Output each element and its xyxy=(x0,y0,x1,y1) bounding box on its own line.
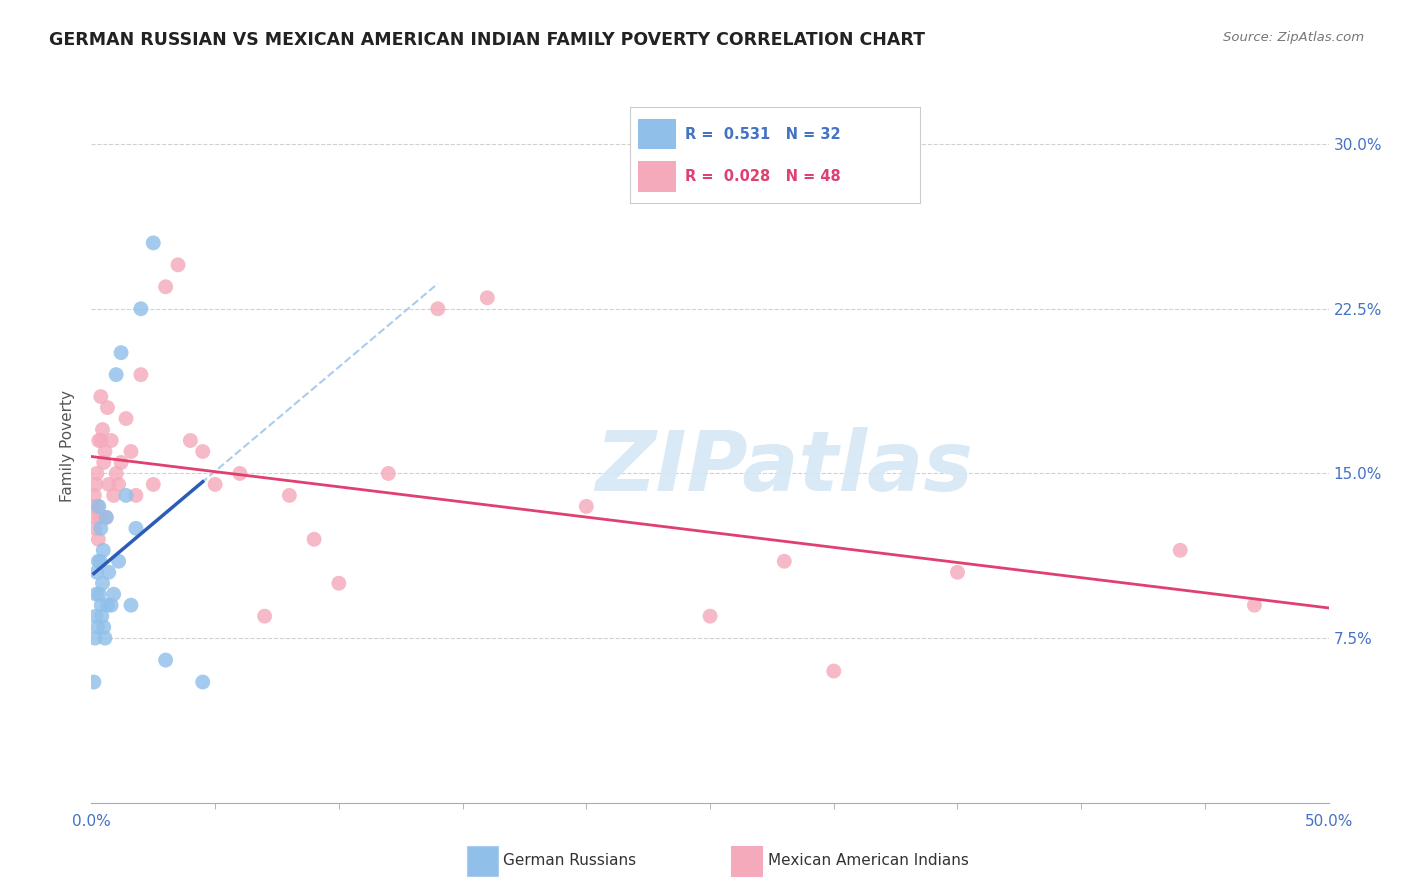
Point xyxy=(179,434,201,448)
Point xyxy=(91,576,114,591)
Point xyxy=(93,455,115,469)
Point xyxy=(302,533,325,547)
Point xyxy=(91,423,114,437)
Point xyxy=(129,301,152,316)
Point xyxy=(94,444,117,458)
Point xyxy=(120,598,142,612)
Y-axis label: Family Poverty: Family Poverty xyxy=(60,390,76,502)
Point xyxy=(84,521,107,535)
Point xyxy=(278,488,301,502)
Point xyxy=(91,543,114,558)
Point xyxy=(97,477,120,491)
Point xyxy=(1168,543,1191,558)
Point xyxy=(87,533,110,547)
Point xyxy=(89,554,111,568)
Point xyxy=(100,598,122,612)
Point xyxy=(105,368,128,382)
Point xyxy=(90,609,112,624)
Point xyxy=(84,631,107,645)
Point xyxy=(103,488,125,502)
Point xyxy=(253,609,276,624)
Point xyxy=(90,521,112,535)
Point xyxy=(823,664,845,678)
Text: Source: ZipAtlas.com: Source: ZipAtlas.com xyxy=(1223,31,1364,45)
Point xyxy=(125,488,148,502)
Text: GERMAN RUSSIAN VS MEXICAN AMERICAN INDIAN FAMILY POVERTY CORRELATION CHART: GERMAN RUSSIAN VS MEXICAN AMERICAN INDIA… xyxy=(49,31,925,49)
Bar xyxy=(638,119,676,150)
Point xyxy=(946,566,969,580)
Point xyxy=(125,521,148,535)
Point xyxy=(87,500,110,514)
Point xyxy=(229,467,252,481)
Point xyxy=(96,510,118,524)
Point xyxy=(110,345,132,359)
Bar xyxy=(467,847,498,876)
Text: Mexican American Indians: Mexican American Indians xyxy=(768,854,969,868)
Point xyxy=(86,500,108,514)
Point xyxy=(167,258,190,272)
Point xyxy=(115,411,138,425)
Point xyxy=(204,477,226,491)
Point xyxy=(87,434,110,448)
Point xyxy=(90,390,112,404)
Point xyxy=(110,455,132,469)
Point xyxy=(477,291,499,305)
Text: R =  0.028   N = 48: R = 0.028 N = 48 xyxy=(685,169,841,184)
Point xyxy=(89,587,111,601)
Point xyxy=(107,554,129,568)
Point xyxy=(96,598,118,612)
Point xyxy=(426,301,449,316)
Point xyxy=(142,477,165,491)
Point xyxy=(191,675,214,690)
Bar xyxy=(638,161,676,192)
Point xyxy=(155,280,177,294)
Point xyxy=(96,401,118,415)
Point xyxy=(773,554,796,568)
Text: R =  0.531   N = 32: R = 0.531 N = 32 xyxy=(685,127,841,142)
Point xyxy=(94,631,117,645)
Point xyxy=(90,434,112,448)
Point xyxy=(328,576,350,591)
Point xyxy=(84,477,107,491)
Point xyxy=(1243,598,1265,612)
Point xyxy=(86,467,108,481)
Point xyxy=(86,510,108,524)
Point xyxy=(83,675,105,690)
Point xyxy=(115,488,138,502)
Point xyxy=(142,235,165,250)
Point xyxy=(86,566,108,580)
Point xyxy=(86,587,108,601)
Bar xyxy=(731,847,762,876)
Point xyxy=(191,444,214,458)
Text: ZIPatlas: ZIPatlas xyxy=(595,427,973,508)
Point xyxy=(129,368,152,382)
Point xyxy=(107,477,129,491)
Point xyxy=(103,587,125,601)
Point xyxy=(84,609,107,624)
Point xyxy=(90,598,112,612)
Point xyxy=(87,554,110,568)
Point xyxy=(120,444,142,458)
Point xyxy=(377,467,399,481)
Point xyxy=(93,620,115,634)
Point xyxy=(86,620,108,634)
Point xyxy=(699,609,721,624)
Point xyxy=(97,566,120,580)
Point xyxy=(96,510,118,524)
Point xyxy=(575,500,598,514)
Point xyxy=(155,653,177,667)
Text: German Russians: German Russians xyxy=(503,854,637,868)
Point xyxy=(83,488,105,502)
Point xyxy=(105,467,128,481)
Point xyxy=(83,500,105,514)
Point xyxy=(89,510,111,524)
Point xyxy=(100,434,122,448)
